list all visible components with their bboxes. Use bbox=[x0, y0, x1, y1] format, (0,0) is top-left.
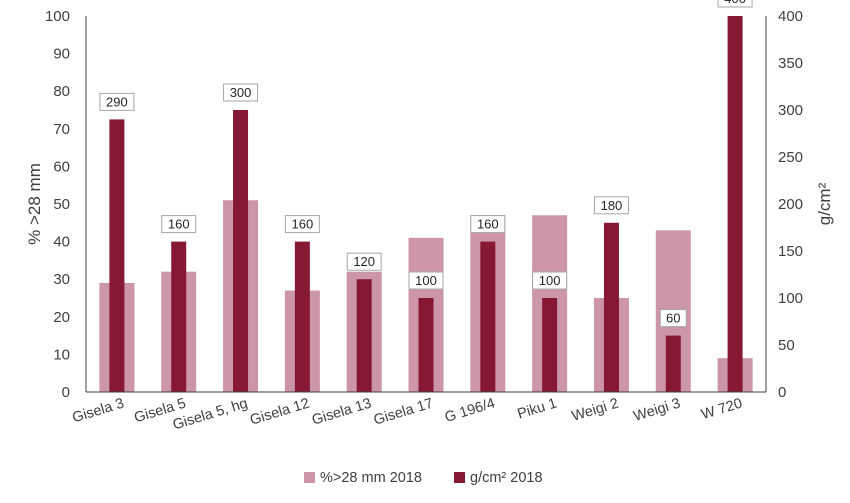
plot-area: 290 160 300 160 120 100 160 100 180 60 400 bbox=[99, 0, 753, 393]
data-label-box-5 bbox=[408, 271, 444, 290]
data-label-box-10 bbox=[717, 0, 753, 8]
data-label-6: 160 bbox=[477, 217, 499, 232]
data-label-8: 180 bbox=[601, 198, 623, 213]
y-tick-label-0: 0 bbox=[62, 384, 70, 401]
y2-tick-label-0: 0 bbox=[778, 384, 786, 401]
data-label-box-2 bbox=[223, 83, 259, 102]
y2-tick-label-8: 400 bbox=[778, 8, 803, 25]
data-label-box-1 bbox=[161, 215, 197, 234]
data-label-3: 160 bbox=[292, 217, 314, 232]
bar-gcm2-9 bbox=[665, 335, 681, 392]
data-label-2: 300 bbox=[230, 85, 252, 100]
bar-gcm2-7 bbox=[542, 298, 558, 392]
bar-gcm2-3 bbox=[294, 241, 310, 392]
x-tick-label-5: Gisela 17 bbox=[372, 396, 435, 429]
x-tick-label-6: G 196/4 bbox=[443, 396, 497, 426]
y2-tick-label-7: 350 bbox=[778, 55, 803, 72]
y-tick-label-1: 10 bbox=[53, 346, 70, 363]
bar-gcm2-1 bbox=[171, 241, 187, 392]
bar-gcm2-10 bbox=[727, 16, 743, 392]
legend-label-gcm2: g/cm² 2018 bbox=[470, 470, 543, 486]
bar-gcm2-4 bbox=[356, 279, 372, 392]
x-tick-label-8: Weigi 2 bbox=[570, 396, 621, 425]
y-tick-label-9: 90 bbox=[53, 46, 70, 63]
axes bbox=[85, 16, 767, 393]
data-label-box-7 bbox=[532, 271, 568, 290]
y2-tick-label-2: 100 bbox=[778, 290, 803, 307]
data-label-0: 290 bbox=[106, 94, 128, 109]
x-tick-label-4: Gisela 13 bbox=[310, 396, 373, 429]
bar-gcm2-6 bbox=[480, 241, 496, 392]
data-label-9: 60 bbox=[666, 311, 680, 326]
data-label-box-3 bbox=[284, 215, 320, 234]
y2-tick-label-4: 200 bbox=[778, 196, 803, 213]
legend-swatch-pct bbox=[304, 472, 315, 483]
data-label-box-4 bbox=[346, 252, 382, 271]
y-tick-label-5: 50 bbox=[53, 196, 70, 213]
y2-axis-title: g/cm² bbox=[815, 182, 834, 225]
x-tick-label-9: Weigi 3 bbox=[632, 396, 683, 425]
data-label-4: 120 bbox=[353, 254, 375, 269]
x-tick-label-0: Gisela 3 bbox=[71, 396, 127, 427]
data-label-box-6 bbox=[470, 215, 506, 234]
bar-gcm2-2 bbox=[233, 110, 249, 392]
y2-tick-label-1: 50 bbox=[778, 337, 795, 354]
x-tick-label-3: Gisela 12 bbox=[248, 396, 311, 429]
data-label-box-9 bbox=[659, 309, 687, 328]
data-label-box-8 bbox=[593, 196, 629, 215]
legend-swatch-gcm2 bbox=[454, 472, 465, 483]
y-tick-label-3: 30 bbox=[53, 271, 70, 288]
y2-tick-label-5: 250 bbox=[778, 149, 803, 166]
y2-tick-label-6: 300 bbox=[778, 102, 803, 119]
y-tick-label-2: 20 bbox=[53, 309, 70, 326]
data-label-5: 100 bbox=[415, 273, 437, 288]
y-tick-label-8: 80 bbox=[53, 83, 70, 100]
data-label-1: 160 bbox=[168, 217, 190, 232]
y-tick-label-6: 60 bbox=[53, 158, 70, 175]
y-tick-label-4: 40 bbox=[53, 234, 70, 251]
left-axis-ticks: 0 10 20 30 40 50 60 70 80 90 100 bbox=[45, 8, 70, 401]
legend: %>28 mm 2018 g/cm² 2018 bbox=[304, 470, 543, 486]
legend-label-pct: %>28 mm 2018 bbox=[320, 470, 422, 486]
x-tick-label-7: Piku 1 bbox=[516, 396, 559, 423]
data-label-7: 100 bbox=[539, 273, 561, 288]
y-tick-label-10: 100 bbox=[45, 8, 70, 25]
right-axis-ticks: 0 50 100 150 200 250 300 350 400 bbox=[778, 8, 803, 401]
y-axis-title: % >28 mm bbox=[25, 163, 44, 245]
data-label-10: 400 bbox=[724, 0, 746, 6]
bar-gcm2-8 bbox=[603, 222, 619, 392]
data-label-box-0 bbox=[99, 92, 135, 111]
x-tick-label-10: W 720 bbox=[699, 396, 744, 424]
y-tick-label-7: 70 bbox=[53, 121, 70, 138]
y2-tick-label-3: 150 bbox=[778, 243, 803, 260]
bar-gcm2-0 bbox=[109, 119, 125, 393]
bar-gcm2-5 bbox=[418, 298, 434, 392]
